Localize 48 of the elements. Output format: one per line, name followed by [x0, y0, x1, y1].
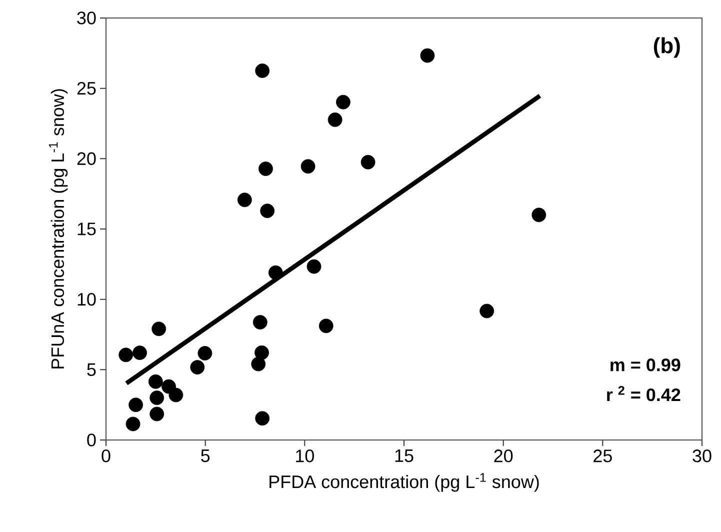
point — [126, 416, 140, 432]
x-tick-label: 25 — [594, 450, 612, 462]
point — [128, 398, 143, 412]
point — [132, 346, 147, 360]
point — [255, 64, 270, 78]
point — [255, 411, 270, 426]
point — [328, 112, 342, 127]
point — [318, 318, 334, 334]
y-tick-label: 15 — [78, 222, 96, 236]
point — [420, 48, 435, 63]
point — [150, 390, 164, 405]
annotation: m = 0.99 — [610, 358, 680, 372]
point — [168, 388, 184, 402]
x-tick-label: 5 — [201, 450, 210, 462]
point — [260, 204, 275, 218]
y-tick-label: 5 — [87, 363, 96, 376]
point — [118, 348, 134, 362]
point — [148, 374, 163, 389]
y-tick-label: 0 — [87, 434, 96, 446]
point — [306, 259, 322, 274]
x-tick-label: 10 — [296, 450, 314, 462]
x-tick-label: 15 — [395, 450, 414, 462]
y-tick-label: 10 — [78, 292, 96, 306]
point — [237, 192, 252, 208]
point — [152, 322, 166, 336]
annotation: (b) — [654, 37, 680, 58]
annotation: r $^{2}$ = 0.42 — [607, 386, 680, 402]
y-tick-label: 30 — [77, 12, 96, 24]
point — [268, 265, 283, 280]
y-tick-label: 20 — [77, 152, 96, 166]
point — [251, 356, 266, 372]
point — [532, 208, 546, 222]
point — [336, 94, 350, 110]
point — [190, 360, 205, 374]
x-axis-title: PFDA concentration (pg L$^{-1}$ snow) — [270, 473, 539, 492]
x-tick-label: 30 — [692, 450, 712, 462]
point — [480, 304, 494, 318]
point — [150, 406, 164, 422]
y-tick-label: 25 — [77, 82, 96, 95]
point — [198, 346, 212, 360]
point — [300, 159, 316, 174]
point — [254, 345, 269, 360]
y-axis-title: PFUnA concentration (pg L$^{-1}$ snow) — [48, 89, 68, 368]
x-tick-label: 20 — [494, 450, 513, 462]
point — [252, 315, 268, 330]
point — [258, 162, 273, 176]
point — [360, 154, 376, 170]
x-tick-label: 0 — [102, 450, 110, 462]
